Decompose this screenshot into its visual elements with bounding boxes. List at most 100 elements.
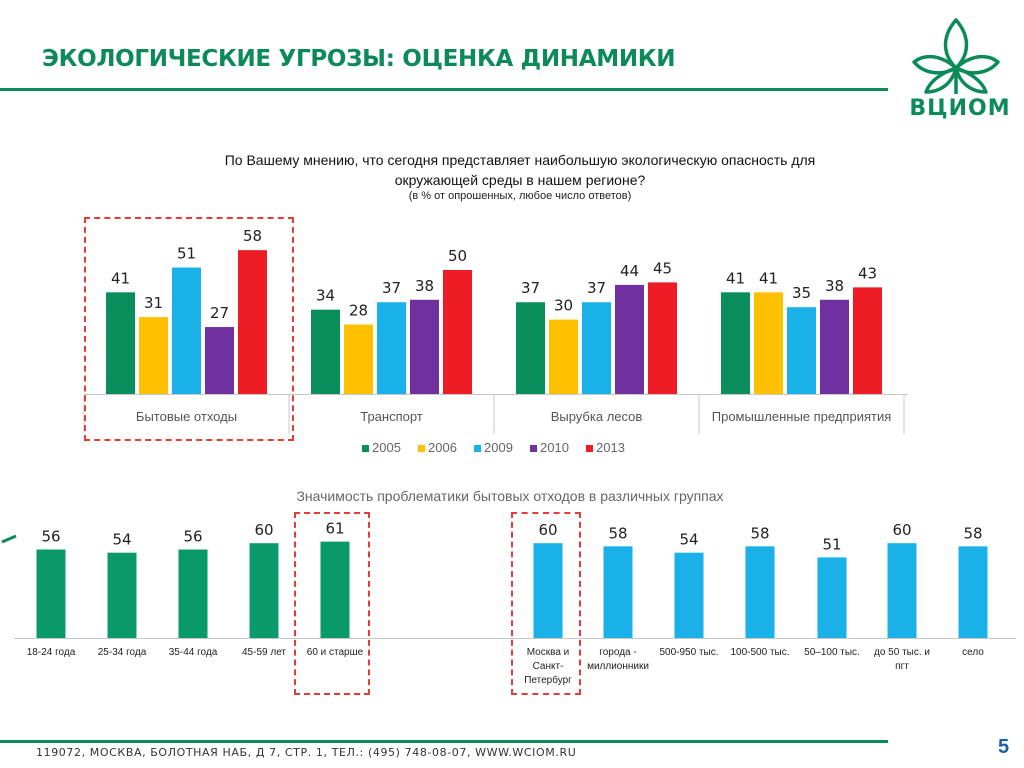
- left-edge-arrow-icon: [1, 534, 17, 544]
- data-label: 45: [653, 259, 672, 277]
- highlight-box-household-waste: [84, 217, 294, 441]
- legend-label-2013: 2013: [596, 440, 625, 455]
- category-label: 50–100 тыс.: [804, 647, 860, 658]
- data-label: 38: [415, 277, 434, 295]
- bar-2006: [139, 317, 168, 394]
- data-label: 44: [620, 262, 639, 280]
- bar-2009: [582, 302, 611, 394]
- legend-swatch-2005: [362, 445, 369, 452]
- bar: [533, 543, 563, 638]
- bar-2013: [648, 282, 677, 394]
- category-label: Петербург: [524, 674, 572, 686]
- bar-2010: [820, 299, 849, 394]
- highlight-box-60-plus: [294, 512, 370, 695]
- data-label: 41: [759, 269, 778, 287]
- bar: [603, 546, 633, 638]
- bar-2005: [106, 292, 135, 394]
- footer-divider: [0, 740, 888, 743]
- data-label: 41: [726, 269, 745, 287]
- category-label: 35-44 года: [169, 647, 218, 658]
- bar-2009: [172, 267, 201, 394]
- category-label: 60 и старше: [307, 647, 364, 658]
- survey-question-line2: окружающей среды в нашем регионе?: [394, 172, 646, 188]
- bar-2009: [787, 307, 816, 394]
- bar: [36, 549, 66, 638]
- data-label: 31: [144, 294, 163, 312]
- page-number: 5: [998, 736, 1010, 758]
- category-label: 18-24 года: [27, 647, 76, 658]
- data-label: 58: [963, 524, 982, 542]
- household-waste-groups-chart: 56 54 56 60 61 60 58 54 58 51 60 58 18-24 года 25-34 …: [14, 520, 1016, 686]
- category-label: Санкт-: [533, 661, 564, 672]
- bar: [674, 552, 704, 638]
- data-label: 56: [183, 528, 202, 546]
- bar-2013: [853, 287, 882, 394]
- vciom-logo-icon: [912, 18, 1000, 94]
- legend-swatch-2013: [586, 445, 593, 452]
- bar-2005: [721, 292, 750, 394]
- survey-question-note: (в % от опрошенных, любое число ответов): [408, 190, 632, 202]
- data-label: 60: [254, 521, 273, 539]
- bar-2013: [238, 250, 267, 394]
- bar: [958, 546, 988, 638]
- data-label: 34: [316, 287, 335, 305]
- bar-2006: [344, 324, 373, 394]
- data-label: 28: [349, 302, 368, 320]
- bar-2010: [410, 299, 439, 394]
- bar: [249, 543, 279, 638]
- data-label: 27: [210, 304, 229, 322]
- bar: [320, 541, 350, 638]
- data-label: 43: [858, 264, 877, 282]
- bar: [107, 552, 137, 638]
- category-label: миллионники: [587, 661, 649, 672]
- legend-label-2005: 2005: [372, 440, 401, 455]
- bar-2006: [549, 319, 578, 394]
- bar-2005: [311, 309, 340, 394]
- data-label: 60: [538, 521, 557, 539]
- data-label: 30: [554, 297, 573, 315]
- survey-question-line1: По Вашему мнению, что сегодня представля…: [224, 152, 816, 168]
- category-label: Бытовые отходы: [136, 409, 237, 424]
- legend-swatch-2006: [418, 445, 425, 452]
- data-label: 60: [892, 521, 911, 539]
- data-label: 41: [111, 269, 130, 287]
- category-label: Москва и: [527, 647, 570, 658]
- category-label: 100-500 тыс.: [730, 647, 789, 658]
- category-label: село: [962, 647, 984, 658]
- bar: [178, 549, 208, 638]
- data-label: 51: [177, 245, 196, 263]
- title-underline: [0, 88, 888, 91]
- data-label: 50: [448, 247, 467, 265]
- data-label: 54: [112, 531, 131, 549]
- subchart-title: Значимость проблематики бытовых отходов …: [296, 488, 724, 504]
- bar: [887, 543, 917, 638]
- data-label: 56: [41, 528, 60, 546]
- highlight-box-moscow-spb: [511, 512, 581, 695]
- data-label: 37: [382, 279, 401, 297]
- bar-2010: [205, 327, 234, 394]
- category-label: 25-34 года: [98, 647, 147, 658]
- bar-2010: [615, 284, 644, 394]
- data-label: 58: [608, 524, 627, 542]
- category-label: 45-59 лет: [242, 647, 286, 658]
- category-label: 500-950 тыс.: [659, 647, 718, 658]
- survey-question: По Вашему мнению, что сегодня представля…: [170, 150, 870, 190]
- data-label: 54: [679, 531, 698, 549]
- bar-2009: [377, 302, 406, 394]
- category-label: Транспорт: [360, 409, 423, 424]
- legend-label-2006: 2006: [428, 440, 457, 455]
- data-label: 37: [587, 279, 606, 297]
- bar-2013: [443, 270, 472, 394]
- category-label: пгт: [895, 661, 909, 672]
- data-label: 58: [750, 524, 769, 542]
- logo-text: ВЦИОМ: [909, 96, 1011, 121]
- data-label: 37: [521, 279, 540, 297]
- data-label: 38: [825, 277, 844, 295]
- data-label: 35: [792, 284, 811, 302]
- category-label: до 50 тыс. и: [874, 647, 930, 658]
- bar: [745, 546, 775, 638]
- data-label: 51: [822, 535, 841, 553]
- bar-2006: [754, 292, 783, 394]
- legend-swatch-2010: [530, 445, 537, 452]
- bar: [817, 557, 847, 638]
